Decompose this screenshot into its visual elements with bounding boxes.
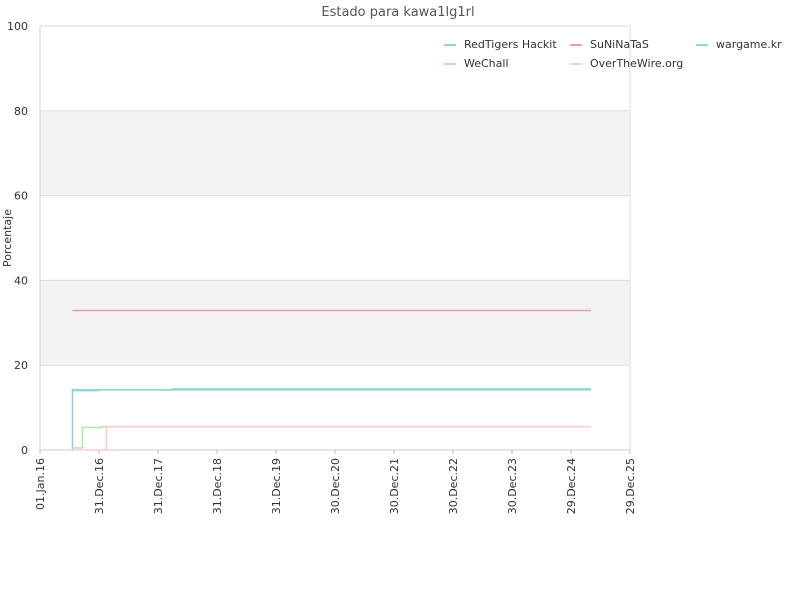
- x-tick-label: 31.Dec.18: [211, 458, 224, 514]
- y-tick-label: 0: [21, 444, 28, 457]
- x-tick-label: 30.Dec.23: [506, 458, 519, 514]
- series-lines: [71, 309, 591, 451]
- legend-label: RedTigers Hackit: [464, 38, 557, 51]
- x-tick-label: 30.Dec.21: [388, 458, 401, 514]
- grid-bands: [40, 110, 630, 366]
- legend-label: wargame.kr: [716, 38, 782, 51]
- chart-title: Estado para kawa1lg1rl: [321, 5, 474, 20]
- x-tick-label: 29.Dec.24: [565, 458, 578, 514]
- series-line: [71, 388, 591, 450]
- y-tick-label: 40: [14, 274, 28, 287]
- y-tick-label: 20: [14, 359, 28, 372]
- x-tick-label: 30.Dec.22: [447, 458, 460, 514]
- y-tick-label: 60: [14, 190, 28, 203]
- x-tick-label: 29.Dec.25: [624, 458, 637, 514]
- x-tick-label: 30.Dec.20: [329, 458, 342, 514]
- x-tick-label: 31.Dec.17: [152, 458, 165, 514]
- y-tick-label: 100: [7, 20, 28, 33]
- y-axis-label: Porcentaje: [1, 209, 14, 267]
- series-line: [72, 388, 591, 392]
- axes: [39, 26, 630, 451]
- grid-band: [40, 110, 630, 196]
- x-tick-label: 31.Dec.19: [270, 458, 283, 514]
- y-tick-label: 80: [14, 105, 28, 118]
- x-ticks: 01.Jan.16 31.Dec.16 31.Dec.17 31.Dec.18 31.D…: [34, 450, 637, 514]
- series-line: [82, 425, 591, 451]
- legend-label: OverTheWire.org: [590, 57, 683, 70]
- legend-label: SuNiNaTaS: [590, 38, 649, 51]
- x-tick-label: 01.Jan.16: [34, 458, 47, 510]
- grid-band: [40, 280, 630, 366]
- y-ticks: 0 20 40 60 80 100: [7, 20, 28, 457]
- series-line: [72, 425, 591, 449]
- x-tick-label: 31.Dec.16: [93, 458, 106, 514]
- gridlines: [40, 25, 631, 451]
- legend-label: WeChall: [464, 57, 509, 70]
- legend: RedTigers Hackit WeChall SuNiNaTaS OverTheW…: [444, 38, 782, 70]
